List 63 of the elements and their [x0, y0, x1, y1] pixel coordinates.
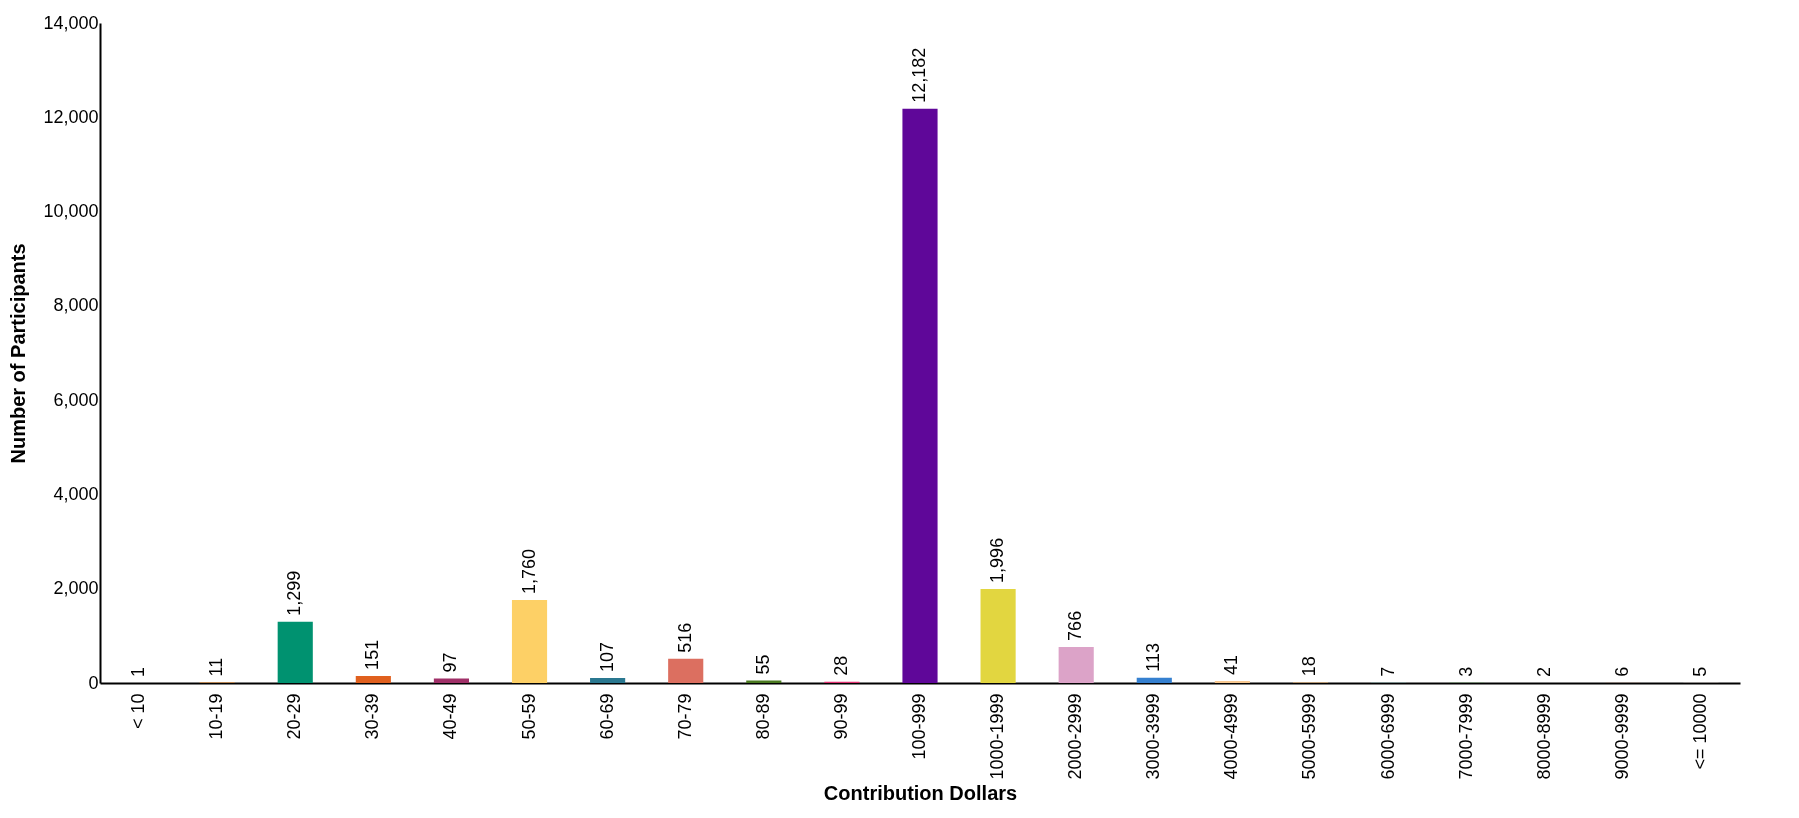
x-axis-title: Contribution Dollars	[823, 781, 1018, 804]
bar	[511, 600, 548, 683]
x-tick-label: 90-99	[830, 693, 851, 740]
y-tick-label: 4,000	[53, 483, 99, 504]
data-label: 55	[752, 654, 773, 675]
data-label: 6	[1611, 666, 1632, 677]
bar	[590, 677, 626, 683]
data-label: 5	[1689, 666, 1710, 677]
data-label: 1,996	[987, 537, 1008, 583]
data-label: 151	[362, 639, 383, 670]
x-tick-label: 5000-5999	[1299, 693, 1320, 780]
x-tick-label: 100-999	[909, 693, 929, 760]
data-label: 97	[440, 652, 461, 673]
y-tick-label: 12,000	[43, 106, 99, 127]
data-label: 18	[1299, 656, 1320, 677]
x-tick-label: 40-49	[440, 693, 461, 740]
data-label: 1	[128, 666, 149, 677]
x-tick-label: 10-19	[206, 693, 227, 740]
x-tick-label: < 10	[128, 693, 149, 730]
y-tick-label: 10,000	[43, 201, 99, 222]
data-label: 41	[1221, 655, 1242, 676]
data-label: 516	[674, 622, 695, 653]
bar	[668, 658, 704, 683]
bar	[746, 680, 782, 683]
y-tick-label: 0	[88, 672, 99, 693]
y-tick-label: 8,000	[53, 295, 99, 316]
data-label: 1,760	[518, 548, 539, 595]
x-tick-label: 80-89	[752, 693, 773, 740]
bar	[433, 678, 469, 683]
x-tick-label: 4000-4999	[1221, 693, 1242, 780]
x-tick-label: 8000-8999	[1533, 693, 1554, 780]
x-tick-label: 60-69	[596, 693, 617, 740]
y-tick-label: 6,000	[53, 389, 99, 410]
bar	[980, 588, 1016, 683]
data-label: 766	[1065, 610, 1086, 641]
x-tick-label: 7000-7999	[1455, 693, 1476, 780]
data-label: 2	[1533, 666, 1554, 677]
data-label: 12,182	[909, 47, 929, 103]
data-label: 3	[1455, 666, 1476, 677]
x-tick-label: 50-59	[518, 693, 539, 740]
bar	[355, 675, 391, 683]
x-tick-label: 1000-1999	[987, 693, 1008, 780]
y-tick-label: 14,000	[43, 12, 99, 33]
x-tick-label: <= 10000	[1689, 693, 1710, 770]
x-tick-label: 30-39	[362, 693, 383, 740]
data-label: 1,299	[284, 570, 305, 616]
data-label: 28	[830, 655, 851, 676]
x-tick-label: 2000-2999	[1065, 693, 1086, 780]
x-tick-label: 20-29	[284, 693, 305, 740]
bar	[902, 108, 938, 683]
bar	[277, 621, 313, 683]
x-tick-label: 70-79	[674, 693, 695, 740]
data-label: 113	[1143, 642, 1164, 672]
data-label: 11	[206, 657, 227, 677]
data-label: 7	[1377, 666, 1398, 677]
x-tick-label: 3000-3999	[1143, 693, 1164, 780]
bar	[1058, 646, 1094, 683]
bar	[1136, 677, 1172, 683]
y-tick-label: 2,000	[53, 578, 99, 599]
x-tick-label: 9000-9999	[1611, 693, 1632, 780]
data-label: 107	[596, 641, 617, 672]
x-tick-label: 6000-6999	[1377, 693, 1398, 780]
y-axis-title: Number of Participants	[7, 243, 30, 464]
